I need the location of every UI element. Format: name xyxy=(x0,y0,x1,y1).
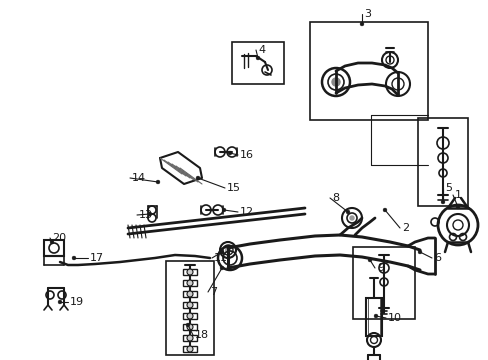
Circle shape xyxy=(455,205,459,209)
Circle shape xyxy=(360,22,363,26)
Circle shape xyxy=(349,216,353,220)
Circle shape xyxy=(256,56,259,60)
Circle shape xyxy=(186,324,193,330)
Circle shape xyxy=(186,323,189,327)
Circle shape xyxy=(148,212,151,216)
Circle shape xyxy=(440,200,444,204)
Bar xyxy=(44,240,64,256)
Circle shape xyxy=(346,210,349,214)
Bar xyxy=(352,247,414,319)
Circle shape xyxy=(186,269,193,275)
Text: 20: 20 xyxy=(52,233,66,243)
Text: 18: 18 xyxy=(195,330,209,340)
Bar xyxy=(309,22,427,120)
Circle shape xyxy=(186,313,193,319)
Text: 9: 9 xyxy=(376,263,384,273)
Bar xyxy=(183,346,197,352)
Circle shape xyxy=(58,300,61,304)
Circle shape xyxy=(225,248,230,252)
Circle shape xyxy=(228,151,231,155)
Circle shape xyxy=(373,314,377,318)
Bar xyxy=(367,298,379,336)
Text: 15: 15 xyxy=(226,183,241,193)
Circle shape xyxy=(156,180,160,184)
Circle shape xyxy=(186,291,193,297)
Text: 4: 4 xyxy=(258,45,264,55)
Text: 10: 10 xyxy=(387,313,401,323)
Circle shape xyxy=(367,258,371,262)
Bar xyxy=(231,42,284,84)
Bar xyxy=(183,335,197,341)
Text: 13: 13 xyxy=(139,210,153,220)
Circle shape xyxy=(331,78,339,86)
Text: 19: 19 xyxy=(70,297,84,307)
Bar xyxy=(183,324,197,330)
Circle shape xyxy=(220,250,224,254)
Text: 11: 11 xyxy=(214,253,227,263)
Circle shape xyxy=(417,250,421,254)
Circle shape xyxy=(222,208,225,212)
Text: 7: 7 xyxy=(209,287,217,297)
Circle shape xyxy=(383,208,386,212)
Bar xyxy=(365,298,381,336)
Bar xyxy=(183,269,197,275)
Circle shape xyxy=(196,176,200,180)
Circle shape xyxy=(72,256,76,260)
Circle shape xyxy=(186,335,193,341)
Bar xyxy=(165,261,214,355)
Text: 5: 5 xyxy=(444,183,451,193)
Bar xyxy=(183,313,197,319)
Text: 2: 2 xyxy=(401,223,408,233)
Bar xyxy=(183,280,197,286)
Circle shape xyxy=(186,346,193,352)
Circle shape xyxy=(220,266,224,270)
Text: 16: 16 xyxy=(240,150,253,160)
Bar xyxy=(183,302,197,308)
Text: 17: 17 xyxy=(90,253,104,263)
Circle shape xyxy=(186,302,193,308)
Text: 3: 3 xyxy=(363,9,370,19)
Bar xyxy=(183,291,197,297)
Text: 1: 1 xyxy=(454,190,461,200)
Text: 6: 6 xyxy=(433,253,440,263)
Text: 12: 12 xyxy=(240,207,254,217)
Text: 8: 8 xyxy=(331,193,339,203)
Bar xyxy=(417,118,467,206)
Circle shape xyxy=(186,280,193,286)
Circle shape xyxy=(50,240,54,244)
Text: 14: 14 xyxy=(132,173,146,183)
